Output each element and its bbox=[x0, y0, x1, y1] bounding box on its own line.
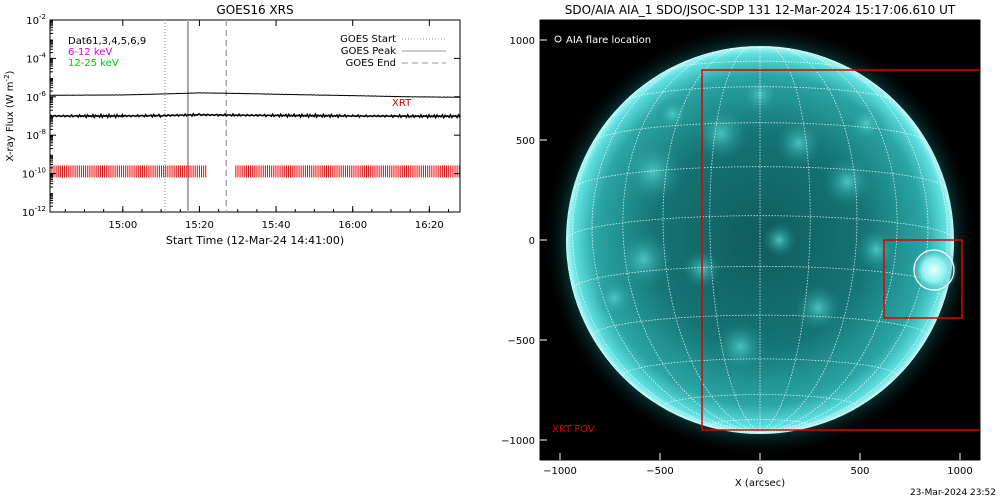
goes-y-tick-label: 10-8 bbox=[26, 128, 46, 142]
goes-y-axis-label-sup: -2 bbox=[3, 74, 11, 81]
goes-y-axis-label: X-ray Flux (W m-2) bbox=[3, 70, 16, 161]
aia-x-tick-label: −500 bbox=[646, 466, 673, 477]
aia-x-tick-label: −1000 bbox=[543, 466, 577, 477]
active-region-blob bbox=[794, 284, 842, 332]
longitude-line bbox=[709, 46, 761, 433]
longitude-line bbox=[759, 46, 858, 433]
goes-panel: GOES16 XRS 15:00 15:20 15:40 16:00 16:20 10-… bbox=[3, 3, 461, 247]
goes-x-axis-label: Start Time (12-Mar-24 14:41:00) bbox=[166, 234, 344, 247]
goes-info-low-energy: 6-12 keV bbox=[68, 47, 112, 58]
goes-y-axis-label-close: ) bbox=[5, 70, 16, 74]
longitude-line bbox=[572, 66, 761, 433]
goes-y-tick-label: 10-12 bbox=[22, 205, 46, 219]
longitude-line bbox=[759, 66, 948, 433]
goes-title: GOES16 XRS bbox=[216, 3, 293, 17]
latitude-line bbox=[572, 166, 948, 190]
aia-panel: SDO/AIA AIA_1 SDO/JSOC-SDP 131 12-Mar-20… bbox=[501, 3, 981, 489]
aia-y-tick-label: −500 bbox=[508, 336, 535, 347]
xrt-label: XRT bbox=[392, 98, 412, 109]
longitude-line bbox=[759, 46, 811, 433]
aia-x-tick-label: 1000 bbox=[947, 466, 972, 477]
legend-goes-peak: GOES Peak bbox=[341, 46, 396, 57]
aia-title: SDO/AIA AIA_1 SDO/JSOC-SDP 131 12-Mar-20… bbox=[565, 3, 956, 17]
flare-legend-label: AIA flare location bbox=[566, 35, 651, 46]
goes-x-tick-label: 15:20 bbox=[185, 220, 214, 231]
longitude-line bbox=[566, 239, 761, 433]
goes-legend: GOES Start GOES Peak GOES End bbox=[340, 34, 446, 69]
flare-glow bbox=[910, 246, 958, 294]
aia-x-tick-label: 500 bbox=[850, 466, 869, 477]
legend-goes-end: GOES End bbox=[346, 58, 396, 69]
active-region-blob bbox=[761, 222, 797, 258]
active-region-blob bbox=[847, 104, 887, 143]
aia-y-tick-label: 500 bbox=[516, 136, 535, 147]
active-regions bbox=[595, 75, 898, 372]
active-region-blob bbox=[622, 141, 685, 204]
latitude-line bbox=[623, 86, 897, 102]
goes-curve-2 bbox=[49, 112, 461, 120]
goes-y-tick-label: 10-10 bbox=[22, 167, 46, 181]
goes-x-ticks: 15:00 15:20 15:40 16:00 16:20 bbox=[64, 20, 450, 231]
active-region-blob bbox=[740, 75, 780, 114]
aia-y-tick-label: 1000 bbox=[510, 36, 535, 47]
aia-x-axis-label: X (arcsec) bbox=[735, 478, 785, 489]
xrt-fov-rect bbox=[701, 69, 980, 431]
longitude-line bbox=[662, 46, 761, 433]
goes-y-axis-label-main: X-ray Flux (W m bbox=[5, 81, 16, 161]
goes-x-tick-label: 15:40 bbox=[262, 220, 291, 231]
heliographic-grid bbox=[566, 46, 954, 433]
latitude-line bbox=[592, 122, 928, 142]
goes-curve-1 bbox=[50, 92, 461, 98]
active-region-blob bbox=[855, 228, 898, 272]
active-region-blob bbox=[822, 156, 873, 208]
longitude-line bbox=[622, 47, 761, 433]
xrt-fov-label: XRT FOV bbox=[552, 424, 595, 435]
goes-x-tick-label: 16:20 bbox=[415, 220, 444, 231]
aia-y-tick-label: 0 bbox=[529, 236, 535, 247]
aia-x-ticks: −1000 −500 0 500 1000 bbox=[543, 453, 973, 477]
goes-info: Dat61,3,4,5,6,9 6-12 keV 12-25 keV bbox=[68, 36, 146, 69]
active-region-blob bbox=[775, 119, 823, 167]
flare-legend-icon bbox=[554, 35, 562, 43]
goes-y-tick-label: 10-6 bbox=[26, 90, 46, 104]
goes-info-high-energy: 12-25 keV bbox=[68, 58, 119, 69]
goes-x-tick-label: 16:00 bbox=[338, 220, 367, 231]
aia-y-ticks: 1000 500 0 −500 −1000 bbox=[501, 36, 547, 447]
longitude-line bbox=[759, 47, 898, 433]
goes-y-ticks: 10-2 10-4 10-6 10-8 10-10 10-12 bbox=[22, 13, 460, 219]
aia-y-tick-label: −1000 bbox=[501, 436, 535, 447]
goes-x-tick-label: 15:00 bbox=[108, 220, 137, 231]
active-region-blob bbox=[595, 278, 634, 318]
goes-y-tick-label: 10-4 bbox=[26, 51, 46, 65]
active-region-blob bbox=[694, 106, 749, 161]
goes-info-dat: Dat61,3,4,5,6,9 bbox=[68, 36, 146, 47]
xrt-target-box bbox=[883, 239, 963, 319]
goes-marks bbox=[49, 20, 461, 212]
legend-goes-start: GOES Start bbox=[340, 34, 396, 45]
aia-x-tick-label: 0 bbox=[757, 466, 763, 477]
active-region-blob bbox=[715, 321, 766, 372]
flare-location-circle bbox=[913, 249, 955, 291]
active-region-blob bbox=[614, 230, 673, 289]
goes-y-tick-label: 10-2 bbox=[26, 13, 46, 27]
aia-image bbox=[540, 20, 980, 460]
footer-timestamp: 23-Mar-2024 23:52 bbox=[910, 488, 996, 498]
active-region-blob bbox=[655, 96, 691, 132]
